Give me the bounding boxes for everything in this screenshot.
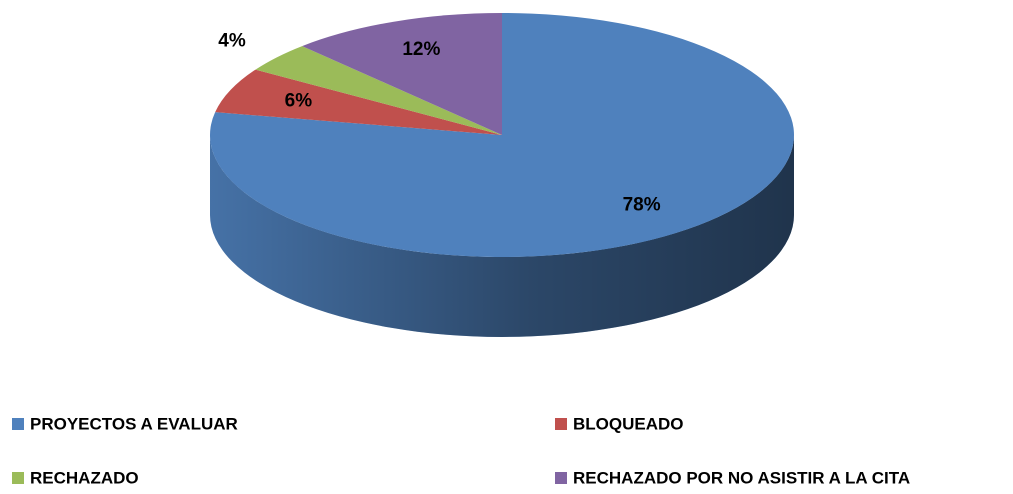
slice xyxy=(255,46,502,135)
legend-swatch xyxy=(12,472,24,484)
data-label: 78% xyxy=(623,195,661,216)
legend-label: RECHAZADO xyxy=(30,468,139,487)
legend-label: BLOQUEADO xyxy=(573,414,684,433)
data-label: 6% xyxy=(285,90,313,111)
legend-label: RECHAZADO POR NO ASISTIR A LA CITA xyxy=(573,468,910,487)
data-label: 4% xyxy=(218,31,246,52)
legend-swatch xyxy=(12,418,24,430)
legend-swatch xyxy=(555,418,567,430)
legend-label: PROYECTOS A EVALUAR xyxy=(30,414,238,433)
side-shade xyxy=(210,135,794,337)
data-label: 12% xyxy=(402,39,440,60)
slice xyxy=(215,69,502,135)
slice xyxy=(302,13,502,135)
legend-swatch xyxy=(555,472,567,484)
